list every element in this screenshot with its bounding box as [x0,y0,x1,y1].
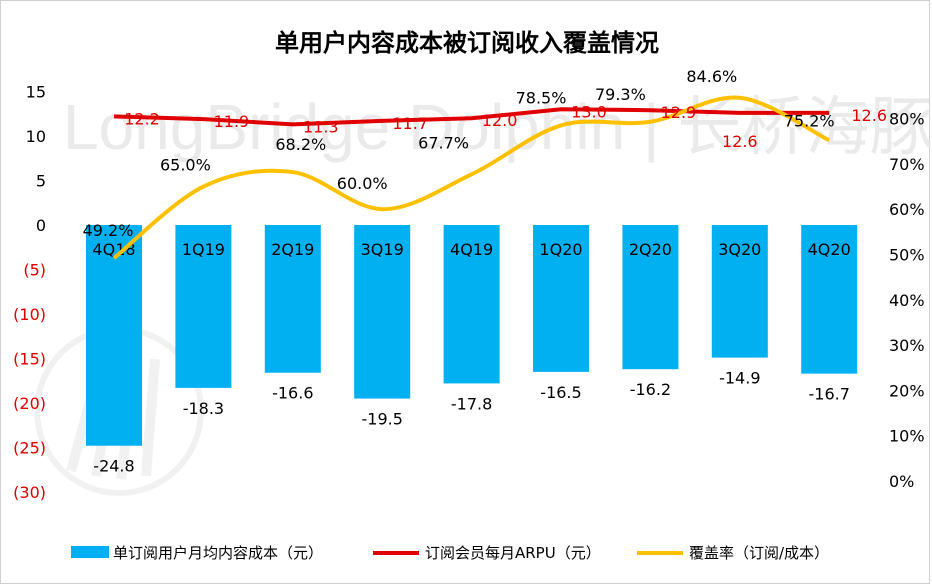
bar-series [86,225,858,446]
arpu-value-label: 12.0 [482,111,518,130]
bar [622,225,679,370]
left-tick-label: (30) [13,483,46,502]
bar-value-label: -14.9 [719,369,760,388]
arpu-value-labels: 12.2 11.9 11.3 11.7 12.0 13.0 12.9 12.6 12.6 [124,102,887,151]
left-tick-label: 5 [36,172,46,191]
bar-value-label: -16.7 [808,385,849,404]
arpu-value-label: 11.3 [303,117,339,136]
coverage-line-series [112,95,831,260]
right-tick-label: 40% [889,291,925,310]
right-tick-label: 20% [889,381,925,400]
coverage-value-label: 84.6% [686,67,737,86]
right-tick-label: 80% [889,110,925,129]
category-label: 2Q20 [629,240,672,259]
left-tick-label: (5) [23,261,46,280]
bar-value-label: -17.8 [451,394,492,413]
right-tick-label: 70% [889,155,925,174]
right-tick-label: 60% [889,200,925,219]
coverage-line [112,95,831,260]
chart-title: 单用户内容成本被订阅收入覆盖情况 [275,29,659,57]
bar [801,225,858,374]
bar [86,225,142,446]
coverage-value-label: 67.7% [418,133,469,152]
arpu-line [113,107,830,127]
category-label: 2Q19 [271,240,314,259]
category-label: 3Q19 [361,240,404,259]
bar [533,225,589,372]
arpu-line-series [113,107,830,127]
legend-label-arpu: 订阅会员每月ARPU（元） [425,544,601,562]
right-tick-label: 50% [889,246,925,265]
coverage-value-label: 49.2% [83,221,134,240]
right-tick-label: 10% [889,427,925,446]
right-tick-label: 30% [889,336,925,355]
left-axis: 15 10 5 0 (5) (10) (15) (20) (25) (30) [13,83,46,503]
bar-value-label: -16.2 [630,380,671,399]
coverage-value-label: 65.0% [160,156,211,175]
bar [264,225,321,373]
bar [354,225,411,399]
right-tick-label: 0% [889,472,914,491]
coverage-value-label: 78.5% [516,88,567,107]
legend-swatch-cost [71,546,109,558]
bar-value-label: -18.3 [183,399,224,418]
right-axis: 0% 10% 20% 30% 40% 50% 60% 70% 80% [889,110,925,491]
left-tick-label: (15) [13,350,46,369]
left-tick-label: 15 [26,83,46,102]
arpu-value-label: 12.2 [124,109,160,128]
left-tick-label: (25) [13,439,46,458]
arpu-value-label: 11.7 [392,114,428,133]
category-label: 4Q18 [92,240,135,259]
bar-value-label: -16.6 [272,384,313,403]
left-tick-label: 0 [36,216,46,235]
coverage-value-label: 68.2% [275,135,326,154]
bar-value-label: -16.5 [540,383,581,402]
arpu-value-label: 12.9 [661,103,697,122]
left-tick-label: 10 [26,127,46,146]
category-label: 4Q19 [450,240,493,259]
category-label: 1Q20 [539,240,582,259]
coverage-value-label: 79.3% [595,85,646,104]
coverage-value-label: 60.0% [337,174,388,193]
bar-value-label: -24.8 [93,457,134,476]
legend: 单订阅用户月均内容成本（元） 订阅会员每月ARPU（元） 覆盖率（订阅/成本） [71,544,829,562]
coverage-value-labels: 49.2% 65.0% 68.2% 60.0% 67.7% 78.5% 79.3% 84.6%… [83,67,835,240]
coverage-value-label: 75.2% [784,111,835,130]
legend-label-coverage: 覆盖率（订阅/成本） [689,544,829,562]
arpu-value-label: 11.9 [214,112,250,131]
legend-label-cost: 单订阅用户月均内容成本（元） [113,544,323,562]
bar [443,225,500,384]
arpu-value-label: 13.0 [571,102,607,121]
category-label: 3Q20 [718,240,761,259]
bar-value-label: -19.5 [361,410,402,429]
left-tick-label: (10) [13,305,46,324]
category-labels: 4Q18 1Q19 2Q19 3Q19 4Q19 1Q20 2Q20 3Q20 4Q20 [92,240,850,259]
bar [175,225,232,388]
arpu-value-label: 12.6 [722,132,758,151]
bar [711,225,768,358]
arpu-value-label: 12.6 [851,106,887,125]
left-tick-label: (20) [13,394,46,413]
category-label: 1Q19 [182,240,225,259]
category-label: 4Q20 [808,240,851,259]
bar-value-labels: -24.8 -18.3 -16.6 -19.5 -17.8 -16.5 -16.2 -14.9… [93,369,850,476]
watermark-text: LongBridge Dolphin | 长桥海豚投研 [63,91,931,163]
